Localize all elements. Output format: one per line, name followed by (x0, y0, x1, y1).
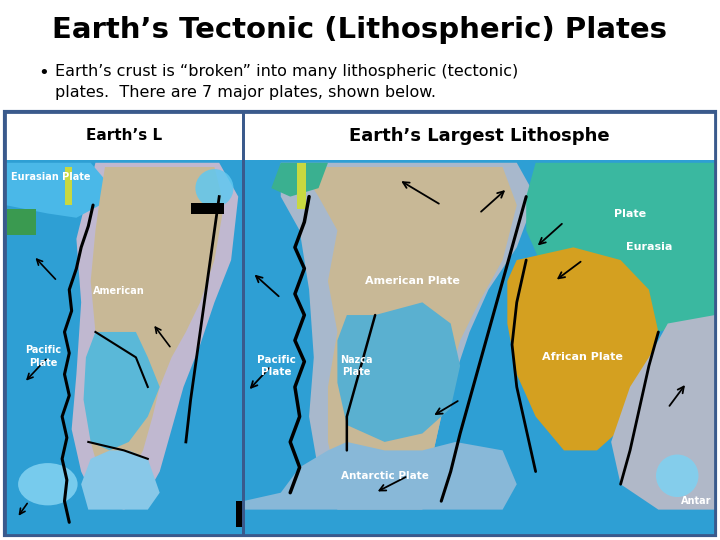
Bar (297, 163, 306, 210)
Text: Earth’s crust is “broken” into many lithospheric (tectonic)
plates.  There are 7: Earth’s crust is “broken” into many lith… (55, 64, 518, 100)
Text: American Plate: American Plate (366, 276, 460, 286)
Bar (191, 203, 224, 213)
Ellipse shape (18, 463, 78, 505)
Bar (243, 112, 715, 535)
Polygon shape (81, 450, 160, 510)
Text: Nazca
Plate: Nazca Plate (340, 355, 372, 376)
Bar (236, 501, 243, 526)
Text: Earth’s Largest Lithosphe: Earth’s Largest Lithosphe (348, 127, 609, 145)
Polygon shape (300, 167, 517, 501)
Text: Antar: Antar (681, 496, 711, 506)
Text: African Plate: African Plate (542, 352, 624, 362)
Bar (5, 112, 243, 535)
Circle shape (195, 169, 233, 207)
Text: Earth’s Tectonic (Lithospheric) Plates: Earth’s Tectonic (Lithospheric) Plates (53, 16, 667, 44)
Polygon shape (611, 315, 715, 510)
Text: •: • (38, 64, 49, 82)
Polygon shape (5, 163, 105, 218)
Text: Antarctic Plate: Antarctic Plate (341, 471, 428, 481)
Text: Eurasian Plate: Eurasian Plate (11, 172, 91, 181)
Text: Eurasia: Eurasia (626, 242, 672, 252)
Text: Pacific
Plate: Pacific Plate (25, 346, 61, 368)
Bar (5, 112, 715, 535)
Text: Pacific
Plate: Pacific Plate (256, 355, 295, 376)
Bar (7, 210, 35, 235)
Polygon shape (91, 167, 224, 484)
Text: American: American (94, 286, 145, 296)
Bar (5, 112, 243, 535)
Polygon shape (84, 332, 160, 450)
Bar (243, 112, 715, 160)
Bar (243, 112, 715, 535)
Polygon shape (72, 163, 238, 510)
Circle shape (656, 455, 698, 497)
Text: Earth’s L: Earth’s L (86, 129, 162, 144)
Polygon shape (271, 163, 328, 197)
Polygon shape (243, 442, 517, 510)
Bar (65, 167, 72, 205)
Polygon shape (526, 163, 715, 332)
Polygon shape (281, 163, 536, 510)
Bar (5, 112, 243, 160)
Text: Plate: Plate (614, 208, 646, 219)
Polygon shape (338, 302, 460, 442)
Polygon shape (508, 247, 658, 450)
